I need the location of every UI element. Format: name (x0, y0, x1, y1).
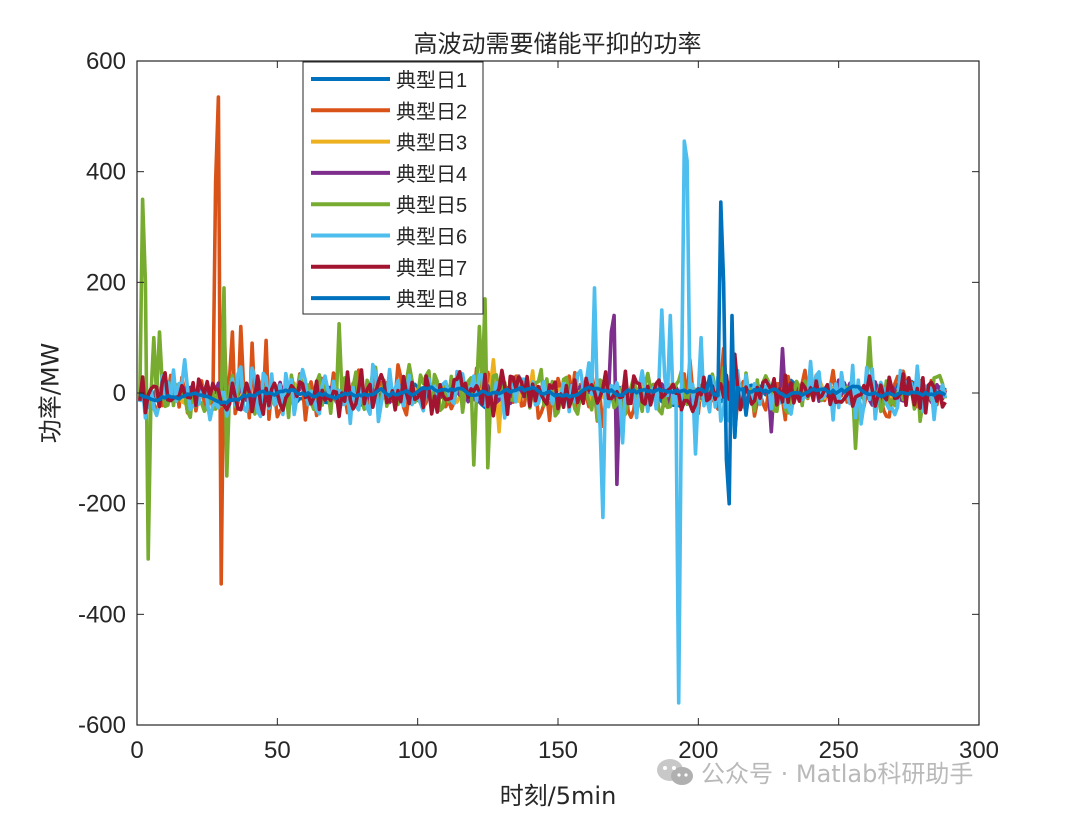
data-lines (138, 95, 948, 705)
x-tick-label: 200 (678, 737, 718, 764)
y-tick-label: 200 (86, 269, 126, 296)
axis-ticks: 0 50 100 150 200 250 300 -600 -400 -200 0 200 400 600 (78, 48, 999, 764)
x-tick-label: 100 (398, 737, 438, 764)
legend-label: 典型日8 (396, 288, 467, 311)
series-line-6 (138, 139, 948, 705)
x-axis-label: 时刻/5min (499, 782, 617, 810)
wechat-icon (655, 757, 695, 787)
series-line-5 (138, 197, 948, 561)
chart-title: 高波动需要储能平抑的功率 (413, 30, 702, 58)
legend-label: 典型日3 (396, 132, 467, 155)
legend-label: 典型日2 (396, 100, 467, 123)
watermark-text: 公众号 · Matlab科研助手 (701, 760, 974, 788)
y-tick-label: -400 (78, 601, 126, 628)
legend-label: 典型日5 (396, 194, 467, 217)
x-tick-label: 150 (538, 737, 578, 764)
watermark: 公众号 · Matlab科研助手 (655, 754, 973, 789)
series-line-2 (138, 95, 947, 586)
series-line-8 (138, 200, 947, 506)
x-tick-label: 250 (819, 737, 859, 764)
y-tick-label: 0 (113, 380, 126, 407)
x-tick-label: 50 (264, 737, 291, 764)
legend-box (302, 61, 484, 315)
y-tick-label: -200 (78, 491, 126, 518)
y-tick-label: 600 (86, 48, 126, 75)
legend-label: 典型日1 (396, 69, 467, 92)
legend-label: 典型日7 (396, 257, 467, 280)
y-tick-label: 400 (86, 159, 126, 186)
x-tick-label: 300 (959, 737, 999, 764)
legend-label: 典型日4 (396, 163, 467, 186)
x-tick-label: 0 (130, 737, 143, 764)
legend-label: 典型日6 (396, 226, 467, 249)
y-tick-label: -600 (78, 712, 126, 739)
y-axis-label: 功率/MW (36, 342, 65, 444)
legend: 典型日1 典型日2 典型日3 典型日4 典型日5 典型日6 典型日7 典型日8 (302, 61, 484, 315)
